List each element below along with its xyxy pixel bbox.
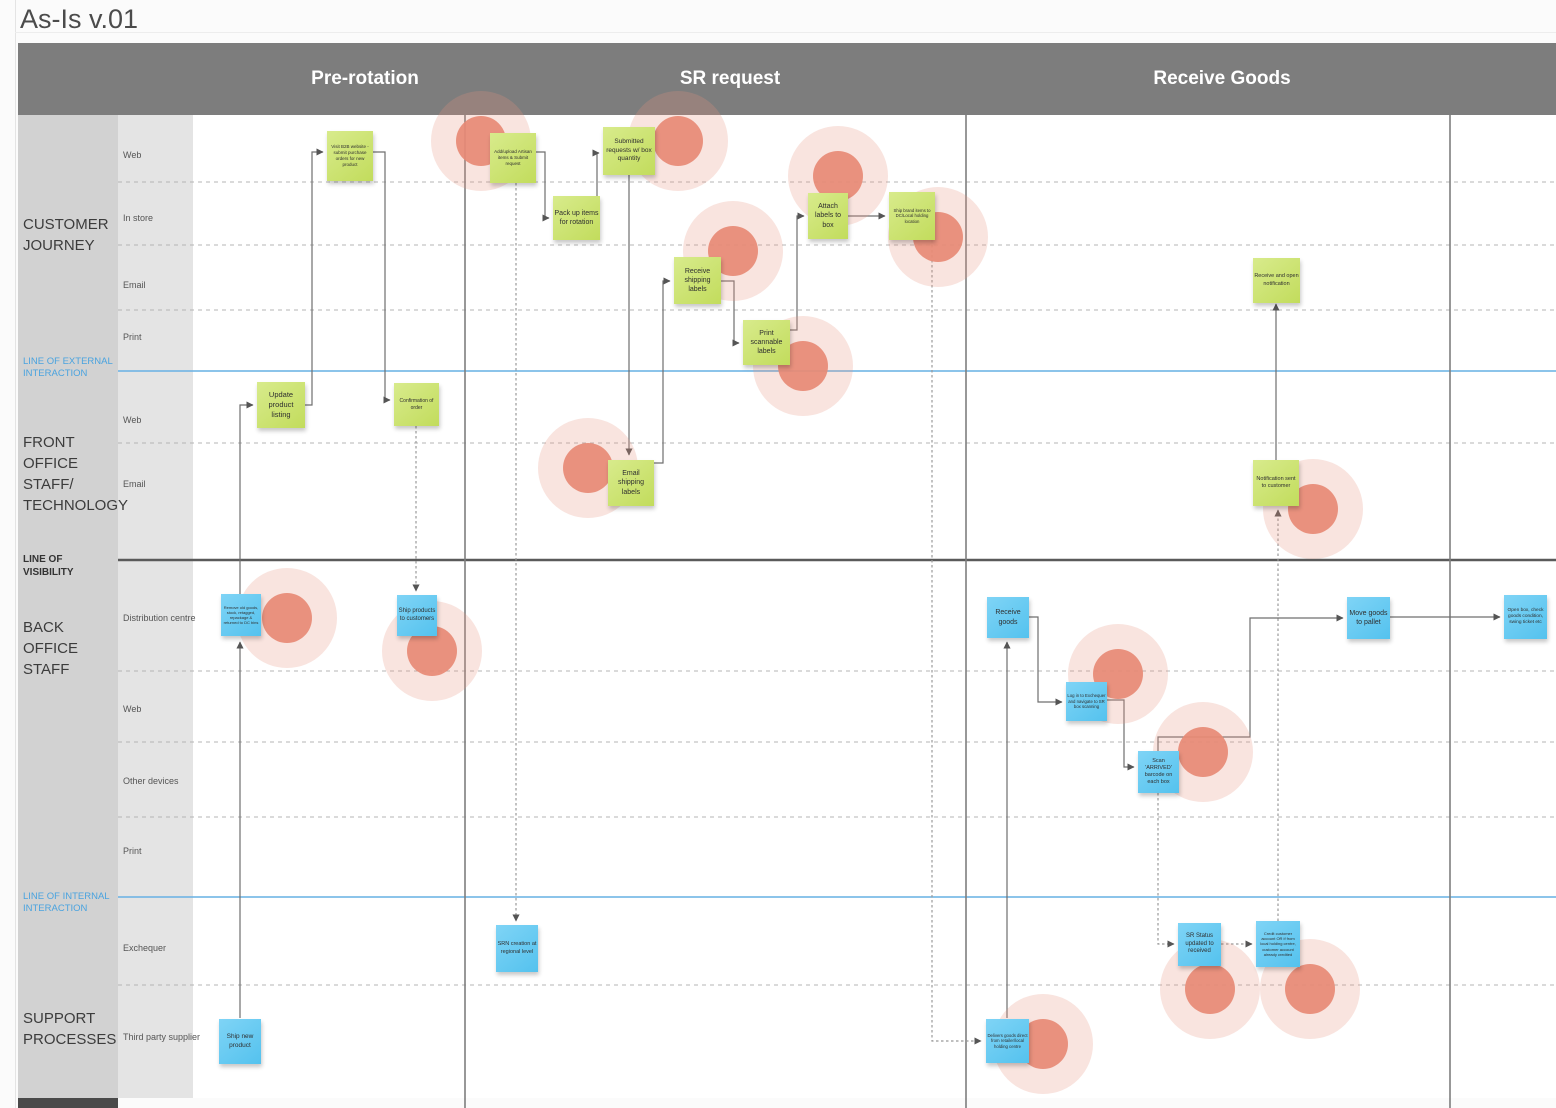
connector-arrow [305,148,324,406]
connector-arrow-dashed [1157,793,1175,948]
connector-arrow [373,151,391,404]
sticky-note-receive-goods[interactable]: Receive goods [987,597,1029,638]
sticky-note-notification-sent-to-customer[interactable]: Notification sent to customer [1253,460,1299,506]
page-edge-line [15,0,16,1108]
connector-arrow-dashed [931,240,982,1045]
sticky-note-print-scannable-labels[interactable]: Print scannable labels [743,320,790,365]
sticky-note-email-shipping-labels[interactable]: Email shipping labels [608,460,654,506]
row-label-web: Web [123,415,142,425]
row-label-email: Email [123,479,146,489]
sticky-note-sr-status-updated-to-received[interactable]: SR Status updated to received [1178,923,1221,966]
sticky-note-srn-creation-at-regional-level[interactable]: SRN creation at regional level [496,925,538,972]
lane-group-customer-journey: CUSTOMER JOURNEY [23,216,109,254]
sticky-note-add-upload-artisan-items-submit-request[interactable]: Add/upload Artisan items & Submit reques… [490,133,536,183]
row-label-web: Web [123,150,142,160]
touchpoint-circle[interactable] [653,116,703,166]
row-label-third-party-supplier: Third party supplier [123,1032,201,1042]
connector-arrow [721,280,740,347]
sticky-note-move-goods-to-pallet[interactable]: Move goods to pallet [1347,597,1390,639]
touchpoint-circle[interactable] [1178,727,1228,777]
boundary-label-line-of-internal-interaction: LINE OF INTERNAL INTERACTION [23,891,110,915]
connector-arrow [1107,699,1135,771]
bottom-band-edge [18,1098,118,1108]
connector-arrow [536,151,550,222]
sticky-note-delivers-goods-direct-from-retailer-loca[interactable]: Delivers goods direct from retailer/loca… [986,1019,1029,1063]
sticky-note-visit-b2b-website-submit-purchase-orders[interactable]: Visit B2B website - submit purchase orde… [327,131,373,181]
row-label-print: Print [123,332,142,342]
phase-header-pre-rotation: Pre-rotation [311,68,419,89]
sticky-note-confirmation-of-order[interactable]: Confirmation of order [394,383,439,426]
sticky-note-receive-shipping-labels[interactable]: Receive shipping labels [674,257,721,304]
sticky-note-open-box-check-goods-condition-swing-tic[interactable]: Open box, check goods condition, swing t… [1504,595,1547,639]
row-label-distribution-centre: Distribution centre [123,613,196,623]
connector-arrow [654,277,671,464]
touchpoint-circle[interactable] [262,593,312,643]
sticky-note-log-in-to-exchequer-and-navigate-to-sr-b[interactable]: Log in to Exchequer and navigate to SR b… [1066,682,1107,721]
row-label-web: Web [123,704,142,714]
sticky-note-pack-up-items-for-rotation[interactable]: Pack up items for rotation [553,196,600,240]
sticky-note-update-product-listing[interactable]: Update product listing [257,382,305,428]
lane-row-column [118,115,193,1098]
connector-arrow [1157,614,1344,751]
row-label-print: Print [123,846,142,856]
sticky-note-remove-old-goods-stock-retagged-repackag[interactable]: Remove old goods, stock, retagged, repac… [221,594,261,636]
phase-header-sr-request: SR request [679,68,781,89]
connector-arrow [592,149,600,196]
phase-header-receive-goods: Receive Goods [1153,68,1291,89]
lane-group-front-office-staff-technology: FRONT OFFICE STAFF/ TECHNOLOGY [23,434,129,514]
frame-top-line [15,32,1556,33]
frame-title: As-Is v.01 [20,4,139,34]
sticky-note-ship-new-product[interactable]: Ship new product [219,1019,261,1064]
row-label-other-devices: Other devices [123,776,179,786]
phase-header-band: Pre-rotation SR request Receive Goods [18,43,1556,115]
sticky-note-receive-and-open-notification[interactable]: Receive and open notification [1253,258,1300,303]
touchpoint-circle[interactable] [813,151,863,201]
connector-arrow [790,212,805,331]
touchpoint-circle[interactable] [563,443,613,493]
row-label-exchequer: Exchequer [123,943,167,953]
lane-group-support-processes: SUPPORT PROCESSES [23,1010,117,1048]
sticky-note-scan-arrived-barcode-on-each-box[interactable]: Scan 'ARRIVED' barcode on each box [1138,751,1179,793]
connector-arrow [239,401,254,594]
row-label-in-store: In store [123,213,154,223]
sticky-note-attach-labels-to-box[interactable]: Attach labels to box [808,193,848,239]
boundary-label-line-of-visibility: LINE OF VISIBILITY [23,554,74,578]
sticky-note-ship-brand-items-to-dc-local-holding-loc[interactable]: Ship brand items to DC/Local holding loc… [889,192,935,240]
sticky-note-credit-customer-account-or-if-from-local[interactable]: Credit customer account OR if from local… [1256,921,1300,967]
touchpoint-circle[interactable] [1185,964,1235,1014]
row-label-email: Email [123,280,146,290]
lane-group-column [18,115,118,1098]
lane-group-back-office-staff: BACK OFFICE STAFF [23,619,78,678]
sticky-note-ship-products-to-customers[interactable]: Ship products to customers [397,595,437,636]
boundary-label-line-of-external-interaction: LINE OF EXTERNAL INTERACTION [23,356,113,380]
touchpoint-circle[interactable] [1285,964,1335,1014]
connector-arrow [1029,616,1063,706]
sticky-note-submitted-requests-w-box-quantity[interactable]: Submitted requests w/ box quantity [603,127,655,175]
